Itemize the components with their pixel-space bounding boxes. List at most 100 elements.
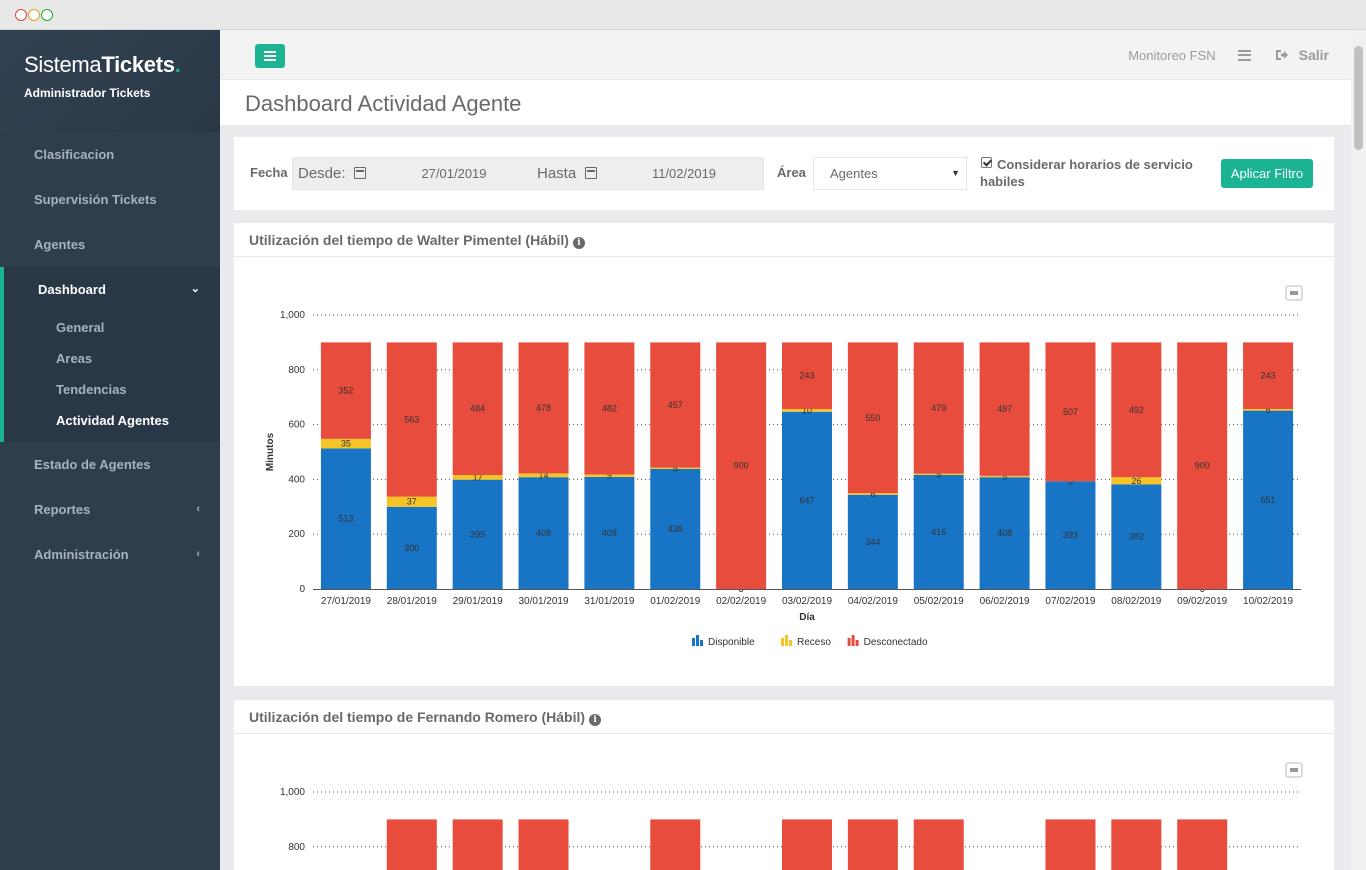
page-scrollbar[interactable] <box>1351 30 1366 870</box>
bar-segment-desconectado <box>386 342 437 497</box>
close-window-icon[interactable] <box>15 9 27 21</box>
bar-segment-disponible <box>1045 481 1096 589</box>
date-range-group: Desde: 27/01/2019 Hasta 11/02/2019 <box>292 157 764 190</box>
user-name: Monitoreo FSN <box>1128 47 1216 63</box>
sidebar-item-label: Dashboard <box>38 282 106 297</box>
info-icon[interactable]: i <box>572 237 585 249</box>
x-tick-label: 28/01/2019 <box>387 596 437 607</box>
submenu-item-tendencias[interactable]: Tendencias <box>56 382 127 397</box>
area-select[interactable]: Agentes ▼ <box>813 157 967 190</box>
bar-segment-desconectado <box>979 342 1030 476</box>
brand-logo[interactable]: SistemaTickets. <box>24 52 220 78</box>
stacked-bar-chart-fernando: 800 1,000 <box>280 762 1303 870</box>
y-tick-label: 400 <box>288 474 305 485</box>
legend-icon <box>847 638 851 646</box>
data-label: 647 <box>799 495 814 505</box>
data-label: 352 <box>338 386 353 396</box>
horarios-checkbox-label-1[interactable]: Considerar horarios de servicio <box>997 157 1193 172</box>
legend-label: Disponible <box>708 637 755 648</box>
bar-segment-disponible <box>518 477 569 589</box>
sidebar-item-agentes[interactable]: Agentes <box>0 222 220 267</box>
x-tick-label: 02/02/2019 <box>716 596 766 607</box>
x-tick-label: 31/01/2019 <box>584 596 634 607</box>
sidebar-item-supervision-tickets[interactable]: Supervisión Tickets <box>0 177 220 222</box>
y-tick-label: 800 <box>288 365 305 376</box>
stacked-bar-chart-walter: 0 200 400 600 800 1,000 513 35 352 300 37 563 399 17 4… <box>265 285 1303 648</box>
bar-segment-receso <box>650 467 701 469</box>
topbar-right: Monitoreo FSN Salir <box>1128 30 1329 80</box>
y-tick-label: 600 <box>288 420 305 431</box>
legend-icon <box>851 635 855 646</box>
top-navbar: Monitoreo FSN Salir <box>220 30 1351 80</box>
bar-segment-desconectado <box>1045 342 1096 482</box>
data-label: 484 <box>470 404 485 414</box>
x-tick-label: 27/01/2019 <box>321 596 371 607</box>
data-label: 408 <box>536 528 551 538</box>
menu-toggle-button[interactable] <box>255 44 285 68</box>
chart-menu-icon <box>1290 768 1298 772</box>
data-label: 26 <box>1131 476 1141 486</box>
data-label: 9 <box>607 471 612 481</box>
fecha-label: Fecha <box>250 165 288 180</box>
data-label: 393 <box>1063 530 1078 540</box>
data-label: 35 <box>341 439 351 449</box>
bar-segment-desconectado <box>386 819 437 870</box>
sidebar-dashboard-toggle[interactable]: Dashboard ⌄ <box>4 267 220 312</box>
bar-segment-disponible <box>386 506 437 589</box>
sign-out-icon <box>1275 50 1288 60</box>
page-heading: Dashboard Actividad Agente <box>220 80 1351 126</box>
brand-header: SistemaTickets. Administrador Tickets <box>0 30 220 132</box>
sidebar-item-clasificacion[interactable]: Clasificacion <box>0 132 220 177</box>
apply-filter-button[interactable]: Aplicar Filtro <box>1221 159 1313 188</box>
bar-segment-receso <box>452 475 503 480</box>
x-tick-label: 04/02/2019 <box>848 596 898 607</box>
bar-segment-desconectado <box>452 342 503 476</box>
x-tick-label: 08/02/2019 <box>1111 596 1161 607</box>
y-tick-label: 0 <box>299 584 305 595</box>
horarios-checkbox-label-2[interactable]: habiles <box>980 174 1025 189</box>
bar-segment-disponible <box>979 477 1030 589</box>
bar-segment-desconectado <box>452 819 503 870</box>
data-label: 6 <box>870 489 875 499</box>
hasta-date-input[interactable]: 11/02/2019 <box>651 166 717 181</box>
horarios-checkbox[interactable] <box>981 157 992 168</box>
panel-title-text: Utilización del tiempo de Walter Pimente… <box>249 232 569 248</box>
submenu-item-general[interactable]: General <box>56 320 105 335</box>
menu-icon[interactable] <box>1237 49 1251 61</box>
data-label: 651 <box>1261 495 1276 505</box>
bar-segment-disponible <box>782 411 832 589</box>
submenu-item-actividad-agentes[interactable]: Actividad Agentes <box>56 413 169 428</box>
brand-light-text: Sistema <box>24 52 102 77</box>
bar-segment-receso <box>584 474 635 477</box>
desde-date-input[interactable]: 27/01/2019 <box>379 158 529 189</box>
sidebar-item-administracion[interactable]: Administración ‹ <box>0 532 220 577</box>
data-label: 17 <box>473 472 483 482</box>
bar-segment-desconectado <box>650 819 701 870</box>
x-tick-label: 30/01/2019 <box>519 596 569 607</box>
x-axis-title: Día <box>799 612 815 623</box>
sidebar-item-estado-de-agentes[interactable]: Estado de Agentes <box>0 442 220 487</box>
sidebar-item-dashboard: Dashboard ⌄ General Areas Tendencias Act… <box>0 267 220 442</box>
scrollbar-thumb[interactable] <box>1354 46 1363 150</box>
info-icon[interactable]: i <box>589 714 602 726</box>
data-label: 487 <box>997 404 1012 414</box>
data-label: 550 <box>865 413 880 423</box>
bar-segment-disponible <box>1111 484 1162 589</box>
bar-segment-receso <box>913 473 964 476</box>
bar-segment-receso <box>320 438 371 449</box>
logout-button[interactable]: Salir <box>1275 47 1329 63</box>
minimize-window-icon[interactable] <box>28 9 40 21</box>
panel-title: Utilización del tiempo de Fernando Romer… <box>234 700 1334 734</box>
x-tick-label: 03/02/2019 <box>782 596 832 607</box>
sidebar-item-label: Supervisión Tickets <box>34 192 157 207</box>
submenu-item-areas[interactable]: Areas <box>56 351 93 366</box>
data-label: 243 <box>1261 371 1276 381</box>
data-label: 563 <box>404 415 419 425</box>
sidebar-item-label: Agentes <box>34 237 86 252</box>
bar-segment-disponible <box>650 468 701 589</box>
bar-segment-desconectado <box>847 342 898 494</box>
sidebar-item-reportes[interactable]: Reportes ‹ <box>0 487 220 532</box>
bar-segment-disponible <box>1243 410 1294 589</box>
y-axis-title: Minutos <box>265 432 276 471</box>
maximize-window-icon[interactable] <box>41 9 53 21</box>
